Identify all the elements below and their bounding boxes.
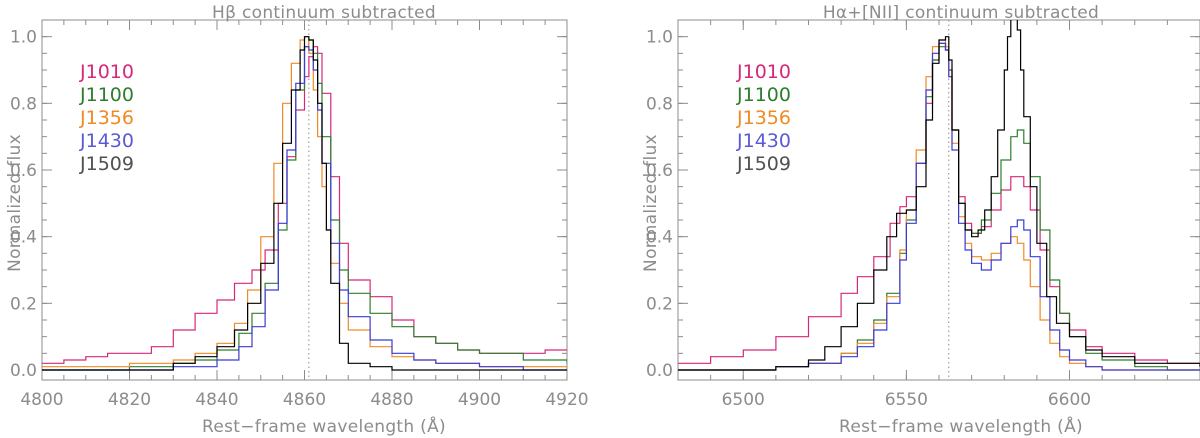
halpha-series-j1509 [678, 20, 1200, 371]
halpha-y-tick-label: 0.6 [646, 161, 673, 181]
hbeta-y-tick-label: 0.8 [10, 94, 37, 114]
hbeta-x-tick-label: 4880 [370, 390, 413, 410]
halpha-legend-j1509: J1509 [736, 153, 791, 175]
halpha-y-tick-label: 0.4 [646, 228, 673, 248]
halpha-ylabel: Normalized flux [641, 134, 661, 272]
hbeta-legend-j1430: J1430 [79, 130, 134, 152]
hbeta-legend-j1010: J1010 [79, 61, 134, 83]
halpha-x-tick-label: 6600 [1048, 390, 1091, 410]
hbeta-y-tick-label: 0.4 [10, 228, 37, 248]
halpha-x-tick-label: 6550 [885, 390, 928, 410]
halpha-legend-j1100: J1100 [736, 84, 791, 106]
hbeta-x-tick-label: 4900 [458, 390, 501, 410]
hbeta-y-tick-label: 0.6 [10, 161, 37, 181]
halpha-legend-j1356: J1356 [736, 107, 791, 129]
halpha-y-tick-label: 1.0 [646, 28, 673, 48]
hbeta-x-tick-label: 4820 [108, 390, 151, 410]
halpha-y-tick-label: 0.2 [646, 294, 673, 314]
halpha-legend-j1430: J1430 [736, 130, 791, 152]
hbeta-legend-j1100: J1100 [79, 84, 134, 106]
halpha-y-tick-label: 0.8 [646, 94, 673, 114]
halpha-title: Hα+[NII] continuum subtracted [823, 3, 1099, 23]
hbeta-panel: Hβ continuum subtracted Rest−frame wavel… [5, 3, 589, 437]
hbeta-x-tick-label: 4800 [20, 390, 63, 410]
halpha-panel: Hα+[NII] continuum subtracted Rest−frame… [641, 3, 1200, 437]
hbeta-series-j1509 [42, 36, 567, 371]
hbeta-y-tick-label: 0.2 [10, 294, 37, 314]
hbeta-x-tick-label: 4860 [283, 390, 326, 410]
hbeta-title: Hβ continuum subtracted [212, 3, 436, 23]
hbeta-x-tick-label: 4840 [195, 390, 238, 410]
halpha-xlabel: Rest−frame wavelength (Å) [839, 415, 1083, 437]
hbeta-legend-j1356: J1356 [79, 107, 134, 129]
hbeta-x-tick-label: 4920 [545, 390, 588, 410]
halpha-x-tick-label: 6500 [722, 390, 765, 410]
hbeta-y-tick-label: 0.0 [10, 361, 37, 381]
hbeta-series-j1356 [42, 36, 567, 368]
hbeta-xlabel: Rest−frame wavelength (Å) [202, 415, 446, 437]
hbeta-legend-j1509: J1509 [79, 153, 134, 175]
halpha-legend-j1010: J1010 [736, 61, 791, 83]
hbeta-ylabel: Normalized flux [5, 134, 25, 272]
hbeta-y-tick-label: 1.0 [10, 28, 37, 48]
halpha-y-tick-label: 0.0 [646, 361, 673, 381]
